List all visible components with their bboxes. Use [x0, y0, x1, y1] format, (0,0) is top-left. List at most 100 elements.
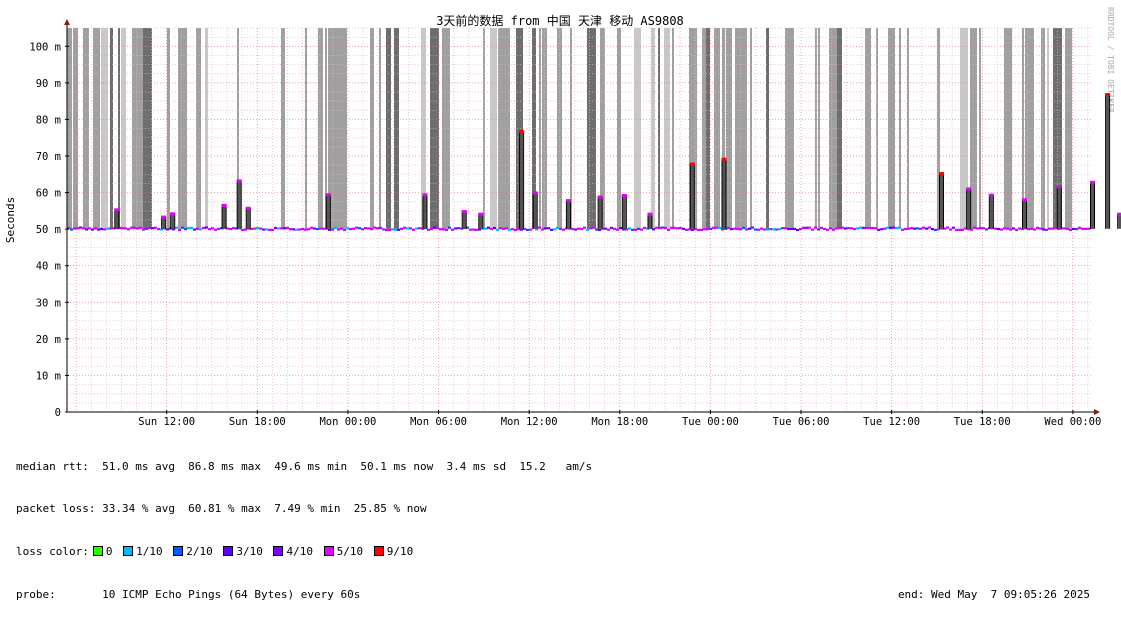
- loss-band: [394, 28, 399, 229]
- rtt-spike-cap: [1105, 93, 1111, 97]
- rtt-spike-smoke: [722, 159, 726, 229]
- rtt-spike-smoke: [171, 213, 175, 229]
- loss-band: [587, 28, 596, 229]
- rtt-spike-smoke: [115, 209, 119, 229]
- loss-band: [318, 28, 323, 229]
- y-axis-label: Seconds: [4, 197, 17, 243]
- loss-color-label-item: 3/10: [236, 545, 270, 559]
- rtt-spike-cap: [245, 206, 251, 210]
- loss-band: [937, 28, 940, 229]
- loss-band: [600, 28, 605, 229]
- y-axis-arrow: [64, 19, 70, 25]
- axes: [64, 19, 1100, 415]
- rtt-spike-smoke: [1091, 182, 1095, 229]
- rtt-spike-cap: [689, 162, 695, 166]
- loss-band: [785, 28, 794, 229]
- rtt-spike-smoke: [520, 131, 524, 229]
- y-tick-label: 100 m: [29, 41, 61, 53]
- rtt-spike-cap: [988, 193, 994, 197]
- rtt-spike-cap: [938, 172, 944, 176]
- rtt-spike-smoke: [598, 196, 602, 229]
- rtt-spike-smoke: [326, 194, 330, 229]
- loss-band: [722, 28, 725, 229]
- loss-band: [336, 28, 342, 229]
- loss-color-legend: loss color: 0 1/10 2/10 3/10 4/10 5/10 9/…: [16, 545, 1106, 559]
- y-tick-label: 60 m: [36, 188, 61, 200]
- loss-color-label-item: 9/10: [386, 545, 420, 559]
- rtt-spike-cap: [461, 210, 467, 214]
- y-tick-label: 10 m: [36, 370, 61, 382]
- loss-band: [196, 28, 201, 229]
- x-tick-label: Tue 18:00: [954, 416, 1011, 428]
- rtt-spike-cap: [1022, 198, 1028, 202]
- rtt-spike-cap: [532, 191, 538, 195]
- loss-color-label-item: 5/10: [336, 545, 370, 559]
- loss-color-swatch: [273, 546, 284, 557]
- loss-band: [110, 28, 113, 229]
- rtt-spike-smoke: [222, 205, 226, 229]
- loss-band: [1022, 28, 1024, 229]
- rtt-spike-smoke: [162, 217, 166, 229]
- loss-band: [205, 28, 208, 229]
- loss-band: [1025, 28, 1034, 229]
- loss-band: [539, 28, 541, 229]
- rtt-spike-smoke: [1023, 199, 1027, 229]
- x-tick-label: Mon 12:00: [501, 416, 558, 428]
- loss-band: [101, 28, 108, 229]
- rtt-spike-cap: [478, 212, 484, 216]
- y-tick-label: 30 m: [36, 297, 61, 309]
- rtt-spike-cap: [1090, 180, 1096, 184]
- stats-panel: median rtt: 51.0 ms avg 86.8 ms max 49.6…: [16, 431, 1106, 617]
- rtt-spike-smoke: [989, 195, 993, 229]
- rtt-spike-smoke: [566, 200, 570, 229]
- loss-band: [178, 28, 187, 229]
- rtt-spike-smoke: [1057, 186, 1061, 229]
- y-tick-label: 50 m: [36, 224, 61, 236]
- grid: [67, 27, 1091, 413]
- loss-band: [121, 28, 126, 229]
- loss-color-swatch: [92, 546, 103, 557]
- rtt-spike-smoke: [479, 214, 483, 229]
- loss-color-swatch: [123, 546, 134, 557]
- rtt-spike-cap: [1056, 185, 1062, 189]
- rtt-spike-smoke: [622, 195, 626, 229]
- loss-band: [143, 28, 152, 229]
- loss-color-label-item: 1/10: [136, 545, 170, 559]
- loss-band: [829, 28, 833, 229]
- loss-band: [342, 28, 347, 229]
- rtt-spike-smoke: [939, 173, 943, 229]
- loss-band: [421, 28, 426, 229]
- loss-band: [818, 28, 820, 229]
- loss-band: [167, 28, 170, 229]
- chart-title: 3天前的数据 from 中国 天津 移动 AS9808: [436, 13, 684, 28]
- loss-band: [370, 28, 374, 229]
- rtt-spike-smoke: [423, 194, 427, 229]
- rtt-spike-smoke: [1106, 94, 1110, 229]
- loss-color-swatch: [323, 546, 334, 557]
- loss-band: [888, 28, 895, 229]
- y-tick-label: 0: [55, 407, 61, 419]
- loss-band: [1004, 28, 1012, 229]
- packet-loss-line: packet loss: 33.34 % avg 60.81 % max 7.4…: [16, 502, 427, 516]
- y-tick-labels: 0 10 m 20 m 30 m 40 m 50 m 60 m 70 m 80 m 90 m 100…: [29, 41, 69, 419]
- loss-color-items: 0 1/10 2/10 3/10 4/10 5/10 9/10: [89, 545, 420, 558]
- rtt-spike-smoke: [237, 180, 241, 229]
- rtt-spike-cap: [966, 187, 972, 191]
- rtt-spike-cap: [721, 157, 727, 161]
- rtt-spike-smoke: [967, 188, 971, 229]
- rtt-spike-smoke: [690, 164, 694, 229]
- rtt-spike-cap: [325, 193, 331, 197]
- x-tick-labels: Sun 12:00 Sun 18:00 Mon 00:00 Mon 06:00 Mon …: [138, 410, 1101, 428]
- x-tick-label: Sun 12:00: [138, 416, 195, 428]
- loss-band: [726, 28, 732, 229]
- loss-color-label: loss color:: [16, 545, 89, 559]
- end-time: end: Wed May 7 09:05:26 2025: [897, 588, 1090, 602]
- rtt-series: [67, 93, 1121, 232]
- x-tick-label: Tue 00:00: [682, 416, 739, 428]
- rtt-spike-smoke: [246, 208, 250, 229]
- rtt-spike-smoke: [533, 192, 537, 229]
- loss-band: [837, 28, 842, 229]
- rtt-spike-cap: [519, 129, 525, 133]
- x-tick-label: Tue 12:00: [863, 416, 920, 428]
- x-tick-label: Mon 18:00: [591, 416, 648, 428]
